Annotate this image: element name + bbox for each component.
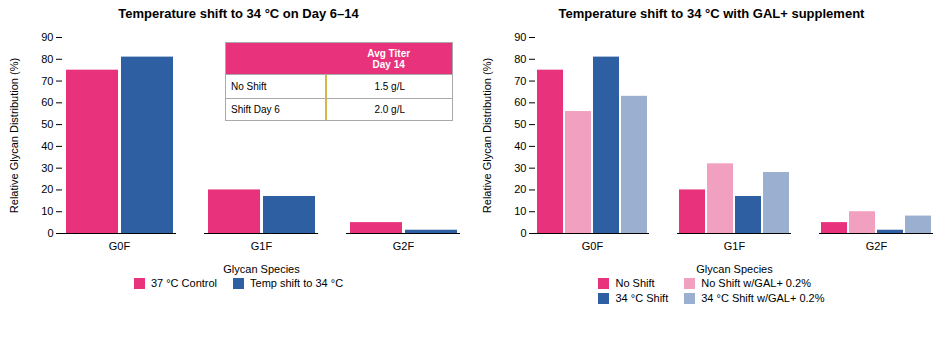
svg-text:50: 50 [41,118,53,130]
svg-text:Glycan Species: Glycan Species [223,263,300,275]
html-text:34 °C Shift w/GAL+ 0.2%: 34 °C Shift w/GAL+ 0.2% [701,292,825,304]
svg-text:40: 40 [514,140,526,152]
svg-text:90: 90 [514,31,526,43]
html-text:2.0 g/L: 2.0 g/L [374,104,405,115]
html-text:Temperature shift to 34 °C on: Temperature shift to 34 °C on Day 6–14 [118,6,359,21]
svg-text:40: 40 [41,140,53,152]
html-text:Temp shift to 34 °C: Temp shift to 34 °C [250,277,344,289]
svg-text:30: 30 [41,162,53,174]
svg-text:90: 90 [41,31,53,43]
svg-text:G0F: G0F [109,240,131,252]
html-text:1.5 g/L: 1.5 g/L [374,81,405,92]
html-text:34 °C Shift: 34 °C Shift [615,292,669,304]
svg-text:20: 20 [514,183,526,195]
html-text:Temperature shift to 34 °C wit: Temperature shift to 34 °C with GAL+ sup… [558,6,865,21]
html-text:Avg Titer Day 14: Avg Titer Day 14 [367,47,411,70]
html-text:No Shift w/GAL+ 0.2%: No Shift w/GAL+ 0.2% [701,277,811,289]
html-text:No Shift: No Shift [615,277,655,289]
svg-text:G2F: G2F [393,240,415,252]
svg-text:50: 50 [514,118,526,130]
html-text:37 °C Control: 37 °C Control [150,277,217,289]
svg-text:Relative Glycan Distribution (: Relative Glycan Distribution (%) [8,58,20,213]
html-text:No Shift: No Shift [231,81,267,92]
svg-text:10: 10 [514,205,526,217]
svg-text:0: 0 [520,227,526,239]
svg-text:10: 10 [41,205,53,217]
svg-text:G2F: G2F [866,240,888,252]
svg-text:0: 0 [47,227,53,239]
svg-text:70: 70 [514,75,526,87]
svg-text:20: 20 [41,183,53,195]
svg-text:60: 60 [41,96,53,108]
svg-text:70: 70 [41,75,53,87]
svg-text:G1F: G1F [251,240,273,252]
svg-text:80: 80 [41,53,53,65]
svg-text:Glycan Species: Glycan Species [696,263,773,275]
svg-text:80: 80 [514,53,526,65]
svg-text:30: 30 [514,162,526,174]
svg-text:G0F: G0F [582,240,604,252]
svg-text:Relative Glycan Distribution (: Relative Glycan Distribution (%) [481,58,493,213]
svg-text:G1F: G1F [724,240,746,252]
html-text:Shift Day 6: Shift Day 6 [231,104,280,115]
svg-text:60: 60 [514,96,526,108]
